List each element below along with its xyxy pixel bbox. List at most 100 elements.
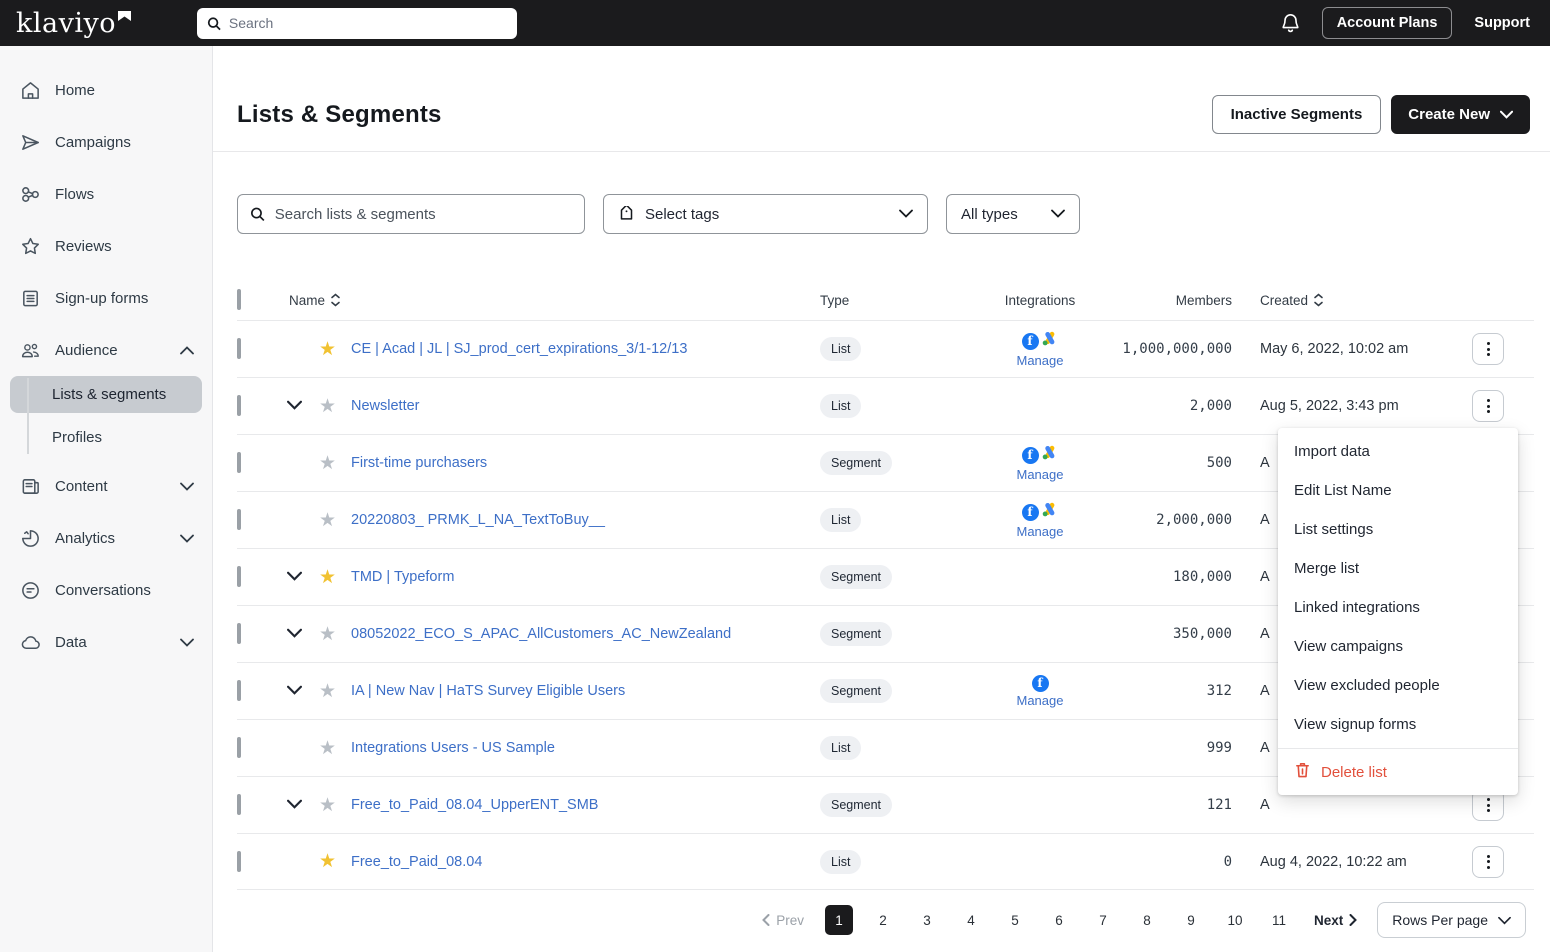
created-date: Aug 5, 2022, 3:43 pm (1260, 398, 1399, 414)
main-content: Lists & Segments Inactive Segments Creat… (213, 46, 1550, 952)
manage-integrations-link[interactable]: Manage (1016, 353, 1064, 368)
page-button-3[interactable]: 3 (913, 905, 941, 935)
row-name-link[interactable]: Integrations Users - US Sample (351, 740, 555, 756)
row-name-link[interactable]: First-time purchasers (351, 455, 488, 471)
menu-item-view-signup-forms[interactable]: View signup forms (1294, 716, 1417, 733)
sort-icon[interactable] (1313, 293, 1324, 307)
page-button-2[interactable]: 2 (869, 905, 897, 935)
sidebar-item-data[interactable]: Data (0, 626, 212, 658)
notifications-bell-icon[interactable] (1281, 13, 1300, 33)
manage-integrations-link[interactable]: Manage (1016, 467, 1064, 482)
favorite-star-icon[interactable]: ★ (319, 737, 337, 759)
expand-chevron-icon[interactable] (286, 397, 302, 415)
row-checkbox[interactable] (237, 737, 241, 758)
expand-chevron-icon[interactable] (286, 796, 302, 814)
favorite-star-icon[interactable]: ★ (319, 509, 337, 531)
row-actions-button[interactable] (1472, 333, 1504, 365)
row-actions-button[interactable] (1472, 845, 1504, 878)
sidebar-item-content[interactable]: Content (0, 470, 212, 502)
page-button-1[interactable]: 1 (825, 905, 854, 935)
sidebar-item-analytics[interactable]: Analytics (0, 522, 212, 554)
expand-chevron-icon[interactable] (286, 568, 302, 586)
sidebar-item-home[interactable]: Home (0, 74, 212, 106)
sidebar: Home Campaigns Flows Reviews Sign-up for… (0, 46, 213, 952)
create-new-button[interactable]: Create New (1391, 95, 1530, 134)
menu-item-linked-integrations[interactable]: Linked integrations (1294, 599, 1420, 616)
row-checkbox[interactable] (237, 452, 241, 473)
row-checkbox[interactable] (237, 623, 241, 644)
row-checkbox[interactable] (237, 395, 241, 416)
type-filter-dropdown[interactable]: All types (946, 194, 1080, 234)
row-name-link[interactable]: CE | Acad | JL | SJ_prod_cert_expiration… (351, 341, 688, 357)
page-button-9[interactable]: 9 (1177, 905, 1205, 935)
sidebar-item-flows[interactable]: Flows (0, 178, 212, 210)
google-ads-icon (1041, 444, 1059, 466)
sidebar-subitem-lists-segments[interactable]: Lists & segments (10, 376, 202, 413)
favorite-star-icon[interactable]: ★ (319, 794, 337, 816)
sidebar-item-campaigns[interactable]: Campaigns (0, 126, 212, 158)
sidebar-item-audience[interactable]: Audience (0, 334, 212, 366)
support-link[interactable]: Support (1474, 15, 1530, 31)
menu-item-view-campaigns[interactable]: View campaigns (1294, 638, 1403, 655)
sidebar-item-reviews[interactable]: Reviews (0, 230, 212, 262)
favorite-star-icon[interactable]: ★ (319, 338, 337, 360)
page-button-4[interactable]: 4 (957, 905, 985, 935)
favorite-star-icon[interactable]: ★ (319, 680, 337, 702)
favorite-star-icon[interactable]: ★ (319, 395, 337, 417)
menu-item-delete-list[interactable]: Delete list (1278, 748, 1518, 795)
row-name-link[interactable]: 20220803_ PRMK_L_NA_TextToBuy__ (351, 512, 605, 528)
row-checkbox[interactable] (237, 338, 241, 359)
menu-item-view-excluded-people[interactable]: View excluded people (1294, 677, 1440, 694)
favorite-star-icon[interactable]: ★ (319, 851, 337, 872)
row-checkbox[interactable] (237, 794, 241, 815)
created-date: A (1260, 569, 1270, 585)
page-button-7[interactable]: 7 (1089, 905, 1117, 935)
lists-search-box[interactable] (237, 194, 585, 234)
sidebar-item-conversations[interactable]: Conversations (0, 574, 212, 606)
row-actions-button[interactable] (1472, 390, 1504, 422)
row-checkbox[interactable] (237, 680, 241, 701)
menu-item-import-data[interactable]: Import data (1294, 443, 1370, 460)
row-name-link[interactable]: TMD | Typeform (351, 569, 455, 585)
expand-chevron-icon[interactable] (286, 625, 302, 643)
page-button-8[interactable]: 8 (1133, 905, 1161, 935)
sidebar-subitem-profiles[interactable]: Profiles (52, 429, 103, 446)
row-checkbox[interactable] (237, 509, 241, 530)
account-plans-button[interactable]: Account Plans (1321, 7, 1453, 39)
sidebar-item-sign-up-forms[interactable]: Sign-up forms (0, 282, 212, 314)
row-checkbox[interactable] (237, 566, 241, 587)
rows-per-page-dropdown[interactable]: Rows Per page (1377, 902, 1526, 938)
row-checkbox[interactable] (237, 850, 241, 872)
row-name-link[interactable]: IA | New Nav | HaTS Survey Eligible User… (351, 683, 626, 699)
page-button-5[interactable]: 5 (1001, 905, 1029, 935)
klaviyo-logo[interactable]: klaviyo (16, 10, 131, 37)
page-button-11[interactable]: 11 (1265, 905, 1293, 935)
row-name-link[interactable]: Free_to_Paid_08.04 (351, 853, 483, 870)
favorite-star-icon[interactable]: ★ (319, 452, 337, 474)
favorite-star-icon[interactable]: ★ (319, 566, 337, 588)
favorite-star-icon[interactable]: ★ (319, 623, 337, 645)
sort-icon[interactable] (330, 293, 341, 307)
column-header-name[interactable]: Name (289, 293, 820, 308)
prev-page-button[interactable]: Prev (762, 913, 804, 928)
page-button-6[interactable]: 6 (1045, 905, 1073, 935)
select-tags-dropdown[interactable]: Select tags (603, 194, 928, 234)
manage-integrations-link[interactable]: Manage (1016, 692, 1064, 708)
row-name-link[interactable]: Newsletter (351, 398, 420, 414)
select-all-checkbox[interactable] (237, 289, 241, 310)
menu-item-edit-list-name[interactable]: Edit List Name (1294, 482, 1392, 499)
expand-chevron-icon[interactable] (286, 682, 302, 700)
global-search-input[interactable] (228, 15, 507, 31)
row-name-link[interactable]: 08052022_ECO_S_APAC_AllCustomers_AC_NewZ… (351, 626, 732, 642)
row-name-link[interactable]: Free_to_Paid_08.04_UpperENT_SMB (351, 797, 599, 813)
menu-item-merge-list[interactable]: Merge list (1294, 560, 1360, 577)
inactive-segments-button[interactable]: Inactive Segments (1211, 95, 1382, 134)
lists-search-input[interactable] (274, 205, 572, 223)
search-icon (251, 207, 265, 222)
next-page-button[interactable]: Next (1314, 913, 1358, 928)
menu-item-list-settings[interactable]: List settings (1294, 521, 1374, 538)
column-header-created[interactable]: Created (1260, 293, 1472, 308)
page-button-10[interactable]: 10 (1221, 905, 1249, 935)
manage-integrations-link[interactable]: Manage (1016, 524, 1064, 539)
global-search[interactable] (197, 7, 517, 39)
